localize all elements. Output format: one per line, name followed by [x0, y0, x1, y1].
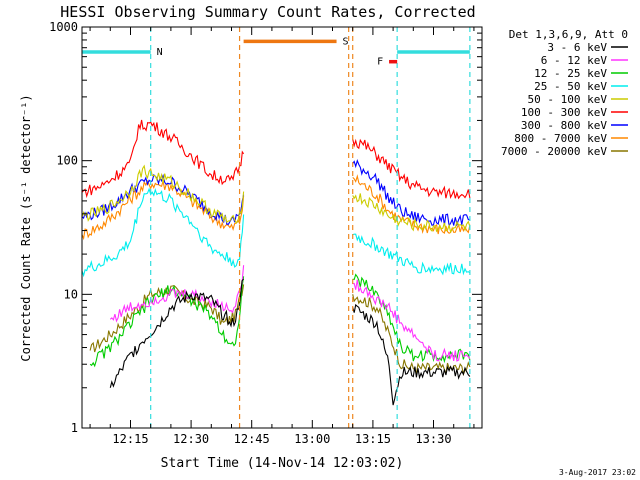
- legend-entry-label: 50 - 100 keV: [528, 93, 608, 106]
- y-tick-label: 100: [56, 154, 78, 168]
- series-line: [89, 273, 471, 368]
- legend-entry-label: 12 - 25 keV: [534, 67, 607, 80]
- legend-header: Det 1,3,6,9, Att 0: [509, 28, 628, 41]
- x-tick-label: 13:15: [355, 432, 391, 446]
- x-tick-label: 12:30: [173, 432, 209, 446]
- timestamp: 3-Aug-2017 23:02: [559, 468, 636, 477]
- legend-entry-label: 7000 - 20000 keV: [501, 145, 607, 158]
- x-tick-label: 12:15: [112, 432, 148, 446]
- chart-title: HESSI Observing Summary Count Rates, Cor…: [60, 3, 475, 21]
- legend-entry-label: 100 - 300 keV: [521, 106, 607, 119]
- x-tick-label: 13:00: [294, 432, 330, 446]
- y-axis-label: Corrected Count Rate (s⁻¹ detector⁻¹): [19, 94, 33, 361]
- legend-entry-label: 800 - 7000 keV: [514, 132, 607, 145]
- flag-label: N: [157, 47, 163, 58]
- series-line: [82, 164, 471, 234]
- legend-entry-label: 300 - 800 keV: [521, 119, 607, 132]
- y-tick-label: 1: [71, 421, 78, 435]
- x-axis-label: Start Time (14-Nov-14 12:03:02): [161, 456, 404, 471]
- legend-entry-label: 3 - 6 keV: [547, 41, 607, 54]
- legend-entry-label: 6 - 12 keV: [541, 54, 608, 67]
- series-line: [82, 119, 471, 200]
- series-line: [109, 278, 471, 406]
- series-line: [82, 187, 471, 278]
- y-tick-label: 1000: [49, 20, 78, 34]
- x-tick-label: 12:45: [234, 432, 270, 446]
- y-tick-label: 10: [64, 287, 78, 301]
- flag-label: F: [377, 57, 383, 68]
- plot-frame: [81, 26, 483, 429]
- legend-entry-label: 25 - 50 keV: [534, 80, 607, 93]
- flag-label: S: [343, 36, 349, 47]
- series-line: [109, 265, 471, 362]
- x-tick-label: 13:30: [415, 432, 451, 446]
